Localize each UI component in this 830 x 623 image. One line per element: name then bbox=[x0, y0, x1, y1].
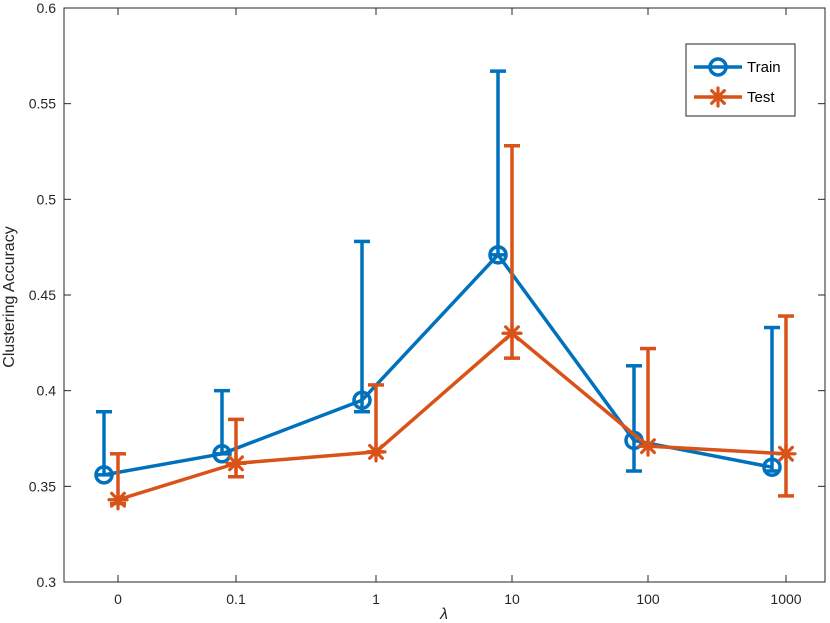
series-line-test bbox=[117, 331, 787, 502]
error-bar-train bbox=[626, 364, 642, 473]
legend-train-label: Train bbox=[747, 59, 781, 76]
x-tick-label: 0 bbox=[114, 591, 122, 607]
x-axis: 0 0.1 1 10 100 1000 bbox=[114, 8, 802, 607]
point-test bbox=[107, 489, 129, 511]
x-tick-label: 1000 bbox=[770, 591, 801, 607]
point-test bbox=[501, 322, 523, 344]
asterisk-stroke bbox=[504, 325, 520, 342]
error-bar-test bbox=[778, 314, 794, 498]
legend-train-marker bbox=[708, 57, 728, 77]
y-tick-label: 0.3 bbox=[37, 574, 57, 590]
series-test bbox=[107, 144, 797, 511]
legend: Train Test bbox=[685, 43, 796, 117]
y-axis-label: Clustering Accuracy bbox=[1, 226, 18, 367]
y-tick-label: 0.6 bbox=[37, 0, 57, 16]
x-axis-label: λ bbox=[439, 606, 448, 623]
point-train bbox=[762, 457, 782, 477]
point-test bbox=[225, 452, 247, 474]
legend-test-marker bbox=[707, 86, 729, 108]
point-train bbox=[212, 444, 232, 464]
legend-test-label: Test bbox=[747, 89, 775, 106]
legend-test-asterisk bbox=[707, 86, 729, 108]
x-tick-label: 100 bbox=[636, 591, 660, 607]
point-train bbox=[352, 390, 372, 410]
asterisk-stroke bbox=[710, 89, 726, 105]
plot-frame bbox=[63, 7, 826, 583]
x-tick-label: 10 bbox=[504, 591, 520, 607]
legend-box bbox=[685, 43, 796, 117]
y-tick-label: 0.55 bbox=[29, 96, 56, 112]
point-test bbox=[775, 443, 797, 465]
point-train bbox=[94, 465, 114, 485]
series-layer bbox=[94, 69, 797, 511]
y-tick-label: 0.35 bbox=[29, 478, 56, 494]
x-tick-label: 1 bbox=[372, 591, 380, 607]
asterisk-stroke bbox=[640, 438, 656, 455]
error-bar-train bbox=[354, 239, 370, 414]
asterisk-stroke bbox=[228, 455, 244, 472]
point-test bbox=[637, 435, 659, 457]
x-tick-label: 0.1 bbox=[226, 591, 246, 607]
point-test bbox=[365, 441, 387, 463]
asterisk-stroke bbox=[368, 443, 384, 460]
y-tick-label: 0.4 bbox=[37, 383, 57, 399]
asterisk-stroke bbox=[110, 491, 126, 508]
point-train bbox=[488, 245, 508, 265]
asterisk-stroke bbox=[778, 445, 794, 462]
y-tick-label: 0.45 bbox=[29, 287, 56, 303]
y-tick-label: 0.5 bbox=[37, 191, 57, 207]
